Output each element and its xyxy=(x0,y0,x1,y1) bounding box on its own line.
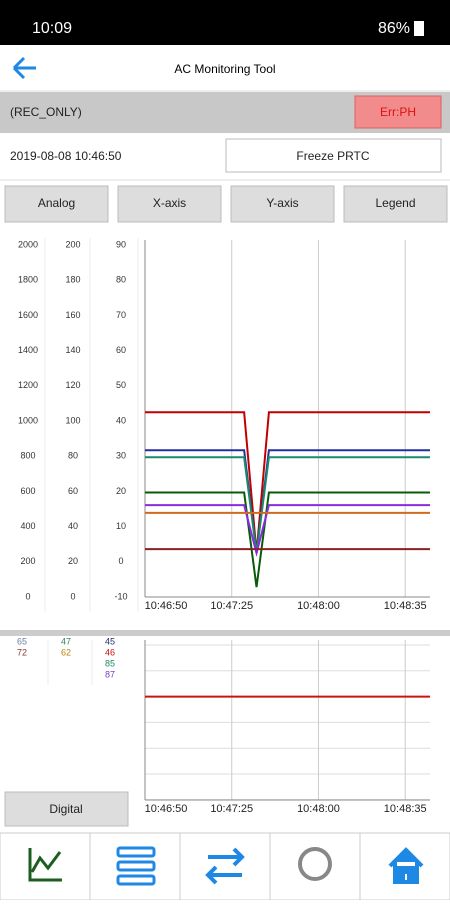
y-tick-label: 60 xyxy=(116,345,126,355)
tab-label: Analog xyxy=(38,196,75,210)
series-line xyxy=(145,491,430,588)
mode: (REC_ONLY) xyxy=(10,105,82,119)
readout: 62 xyxy=(61,647,71,657)
y-tick-label: 70 xyxy=(116,310,126,320)
tab-label: Legend xyxy=(375,196,415,210)
y-tick-label: 0 xyxy=(70,591,75,601)
bottom-nav xyxy=(0,832,450,901)
y-tick-label: 20 xyxy=(68,556,78,566)
battery-icon xyxy=(414,21,424,36)
tab-button[interactable] xyxy=(230,185,335,223)
nav-home[interactable] xyxy=(388,847,424,884)
x-tick-label: 10:48:00 xyxy=(297,600,340,612)
x-tick-label: 10:47:25 xyxy=(210,803,253,815)
y-tick-label: 10 xyxy=(116,521,126,531)
battery: 86% xyxy=(378,20,410,37)
x-tick-label: 10:48:00 xyxy=(297,803,340,815)
tab-button[interactable] xyxy=(4,185,109,223)
digital-button[interactable] xyxy=(4,791,129,827)
y-tick-label: 2000 xyxy=(18,239,38,249)
x-tick-label: 10:48:35 xyxy=(384,600,427,612)
y-tick-label: 60 xyxy=(68,486,78,496)
x-tick-label: 10:48:35 xyxy=(384,803,427,815)
readout: 87 xyxy=(105,669,115,679)
readout: 47 xyxy=(61,636,71,646)
y-tick-label: 30 xyxy=(116,451,126,461)
y-tick-label: 40 xyxy=(116,415,126,425)
timestamp: 2019-08-08 10:46:50 xyxy=(10,149,122,163)
tab-button[interactable] xyxy=(117,185,222,223)
nav-circle[interactable] xyxy=(298,847,332,881)
y-tick-label: 80 xyxy=(116,275,126,285)
y-tick-label: 800 xyxy=(20,451,35,461)
y-tick-label: 80 xyxy=(68,451,78,461)
tab-label: X-axis xyxy=(153,196,186,210)
readout: 85 xyxy=(105,658,115,668)
digital-label: Digital xyxy=(49,802,82,816)
y-tick-label: 180 xyxy=(65,275,80,285)
nav-settings[interactable] xyxy=(116,846,156,886)
back-button[interactable] xyxy=(12,56,36,80)
y-tick-label: 120 xyxy=(65,380,80,390)
y-tick-label: 1000 xyxy=(18,415,38,425)
y-tick-label: 1800 xyxy=(18,275,38,285)
chart-divider xyxy=(0,630,450,636)
status-bar xyxy=(0,0,450,45)
y-tick-label: 100 xyxy=(65,415,80,425)
tab-label: Y-axis xyxy=(266,196,298,210)
y-tick-label: 600 xyxy=(20,486,35,496)
app-title: AC Monitoring Tool xyxy=(174,62,275,76)
series-line xyxy=(145,504,430,557)
error-label: Err:PH xyxy=(380,105,416,119)
nav-bar xyxy=(0,832,450,901)
y-tick-label: 140 xyxy=(65,345,80,355)
tab-button[interactable] xyxy=(343,185,448,223)
series-line xyxy=(145,449,430,554)
y-tick-label: 40 xyxy=(68,521,78,531)
series-line xyxy=(145,411,430,554)
y-tick-label: 20 xyxy=(116,486,126,496)
y-tick-label: -10 xyxy=(114,591,127,601)
error-button[interactable] xyxy=(354,95,442,129)
readout: 46 xyxy=(105,647,115,657)
y-tick-label: 1200 xyxy=(18,380,38,390)
y-tick-label: 50 xyxy=(116,380,126,390)
readout: 65 xyxy=(17,636,27,646)
freeze-button[interactable] xyxy=(225,138,442,173)
y-tick-label: 160 xyxy=(65,310,80,320)
y-tick-label: 200 xyxy=(20,556,35,566)
readout: 72 xyxy=(17,647,27,657)
y-tick-label: 1600 xyxy=(18,310,38,320)
nav-sync[interactable] xyxy=(205,847,245,885)
freeze-label: Freeze PRTC xyxy=(296,149,369,163)
y-tick-label: 0 xyxy=(118,556,123,566)
y-tick-label: 90 xyxy=(116,239,126,249)
nav-chart[interactable] xyxy=(28,848,62,882)
readout: 45 xyxy=(105,636,115,646)
y-tick-label: 1400 xyxy=(18,345,38,355)
x-tick-label: 10:47:25 xyxy=(210,600,253,612)
x-tick-label: 10:46:50 xyxy=(145,803,188,815)
y-tick-label: 200 xyxy=(65,239,80,249)
y-tick-label: 400 xyxy=(20,521,35,531)
y-tick-label: 0 xyxy=(25,591,30,601)
clock: 10:09 xyxy=(32,20,72,37)
x-tick-label: 10:46:50 xyxy=(145,600,188,612)
